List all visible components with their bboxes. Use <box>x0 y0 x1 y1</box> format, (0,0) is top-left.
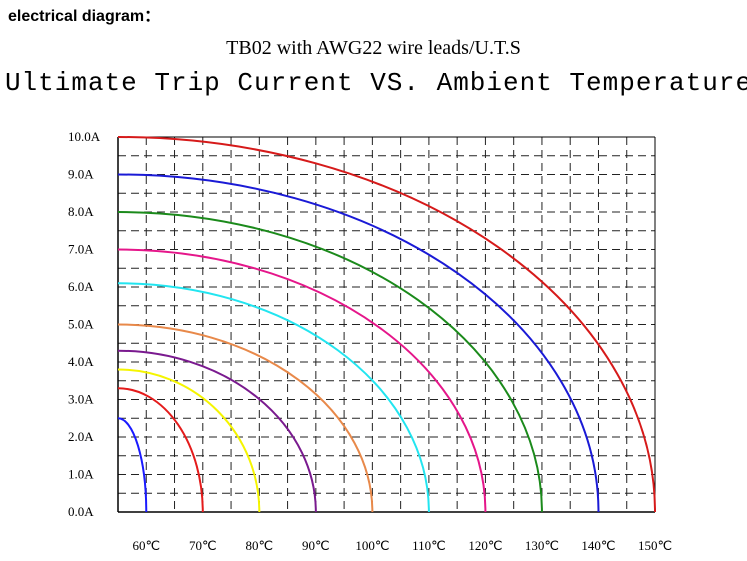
header-label: electrical diagram： <box>8 8 161 25</box>
x-tick-label: 80℃ <box>246 538 274 553</box>
trip-curve-100 <box>117 323 374 513</box>
x-tick-label: 60℃ <box>132 538 160 553</box>
trip-curve-140 <box>117 173 600 513</box>
trip-curve-150 <box>117 136 656 513</box>
trip-curve-110 <box>117 282 430 513</box>
y-tick-label: 6.0A <box>68 279 94 294</box>
chart-subtitle: Ultimate Trip Current VS. Ambient Temper… <box>4 68 747 98</box>
trip-curve-80 <box>117 368 261 513</box>
trip-curve-70 <box>117 387 204 513</box>
y-tick-label: 1.0A <box>68 467 94 482</box>
x-tick-label: 140℃ <box>581 538 615 553</box>
y-tick-label: 4.0A <box>68 354 94 369</box>
x-tick-label: 70℃ <box>189 538 217 553</box>
y-tick-label: 9.0A <box>68 167 94 182</box>
curves <box>117 136 656 513</box>
grid <box>117 136 656 513</box>
y-tick-label: 7.0A <box>68 242 94 257</box>
x-tick-label: 100℃ <box>355 538 389 553</box>
x-tick-label: 110℃ <box>412 538 446 553</box>
x-tick-label: 130℃ <box>525 538 559 553</box>
y-tick-label: 2.0A <box>68 429 94 444</box>
y-tick-label: 3.0A <box>68 392 94 407</box>
x-tick-labels: 60℃ 70℃ 80℃ 90℃ 100℃ 110℃ 120℃ 130℃ 140℃ 150℃ <box>132 538 672 553</box>
y-tick-labels: 0.0A 1.0A 2.0A 3.0A 4.0A 5.0A 6.0A 7.0A 8.0A 9.0A… <box>68 129 101 519</box>
x-tick-label: 150℃ <box>638 538 672 553</box>
trip-curve-60 <box>117 417 148 513</box>
y-tick-label: 10.0A <box>68 129 101 144</box>
y-tick-label: 5.0A <box>68 317 94 332</box>
chart-title: TB02 with AWG22 wire leads/U.T.S <box>226 37 521 59</box>
y-tick-label: 8.0A <box>68 204 94 219</box>
x-tick-label: 90℃ <box>302 538 330 553</box>
y-tick-label: 0.0A <box>68 504 94 519</box>
trip-curve-90 <box>117 349 317 513</box>
trip-curve-130 <box>117 211 543 513</box>
x-tick-label: 120℃ <box>468 538 502 553</box>
trip-curve-120 <box>117 248 487 513</box>
